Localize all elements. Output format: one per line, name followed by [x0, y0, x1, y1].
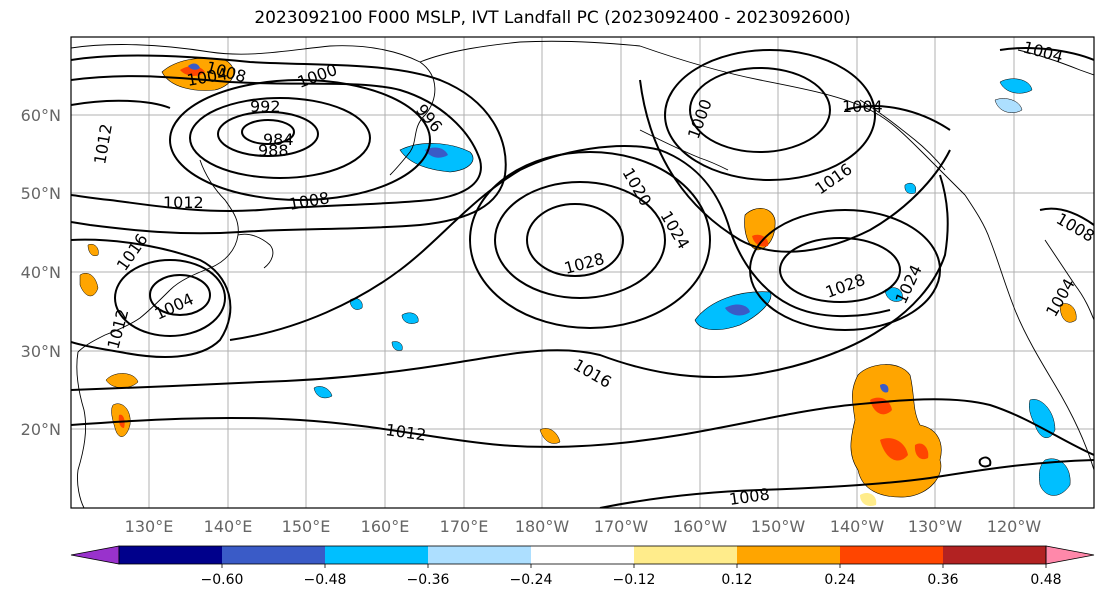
- colorbar-swatch: [119, 546, 222, 564]
- isobar-label: 988: [258, 141, 289, 160]
- longitude-label: 180°W: [515, 517, 570, 536]
- latitude-label: 40°N: [21, 263, 61, 282]
- longitude-label: 120°W: [987, 517, 1042, 536]
- colorbar-outline: [118, 545, 1047, 565]
- longitude-label: 170°E: [440, 517, 489, 536]
- isobar-label: 1012: [163, 193, 204, 212]
- coastlines: [71, 40, 1094, 508]
- longitude-label: 150°E: [282, 517, 331, 536]
- latitude-labels: 60°N 50°N 40°N 30°N 20°N: [21, 106, 61, 439]
- longitude-label: 150°W: [751, 517, 806, 536]
- colorbar-swatch: [428, 546, 531, 564]
- colorbar-tick-label: −0.24: [510, 572, 553, 588]
- colorbar-tick-label: 0.48: [1030, 572, 1061, 588]
- map-title: 2023092100 F000 MSLP, IVT Landfall PC (2…: [254, 8, 851, 28]
- map-frame: [70, 36, 1095, 509]
- colorbar: [70, 545, 1095, 565]
- colorbar-tick-label: −0.12: [613, 572, 656, 588]
- longitude-label: 170°W: [594, 517, 649, 536]
- colorbar-swatch: [737, 546, 840, 564]
- isobar-label: 1008: [728, 484, 771, 508]
- colorbar-swatch: [840, 546, 943, 564]
- longitude-label: 140°E: [204, 517, 253, 536]
- colorbar-extend-high: [1045, 545, 1095, 565]
- latitude-label: 60°N: [21, 106, 61, 125]
- longitude-label: 140°W: [830, 517, 885, 536]
- longitude-label: 160°W: [673, 517, 728, 536]
- longitude-label: 130°W: [908, 517, 963, 536]
- isobars: [71, 47, 1094, 508]
- longitude-labels: 130°E 140°E 150°E 160°E 170°E 180°W 170°W 160°W…: [125, 517, 1042, 536]
- longitude-label: 130°E: [125, 517, 174, 536]
- colorbar-swatch: [634, 546, 737, 564]
- colorbar-swatch: [222, 546, 325, 564]
- isobar-label: 984: [263, 130, 294, 149]
- colorbar-swatch: [325, 546, 428, 564]
- colorbar-tick-label: 0.36: [927, 572, 958, 588]
- latitude-label: 50°N: [21, 184, 61, 203]
- isobar-label: 1004: [842, 97, 883, 116]
- colorbar-tick-label: −0.48: [304, 572, 347, 588]
- isobar-label: 992: [250, 97, 281, 116]
- ivt-shading: [79, 57, 1077, 506]
- colorbar-swatch: [531, 546, 634, 564]
- colorbar-tick-labels: −0.60 −0.48 −0.36 −0.24 −0.12 0.12 0.24 0.36 0.4…: [201, 564, 1062, 588]
- latitude-label: 30°N: [21, 342, 61, 361]
- colorbar-tick-label: 0.12: [721, 572, 752, 588]
- longitude-label: 160°E: [361, 517, 410, 536]
- colorbar-tick-label: −0.36: [407, 572, 450, 588]
- colorbar-swatch: [943, 546, 1046, 564]
- colorbar-extend-low: [70, 545, 120, 565]
- colorbar-tick-label: −0.60: [201, 572, 244, 588]
- colorbar-tick-label: 0.24: [824, 572, 855, 588]
- latitude-label: 20°N: [21, 420, 61, 439]
